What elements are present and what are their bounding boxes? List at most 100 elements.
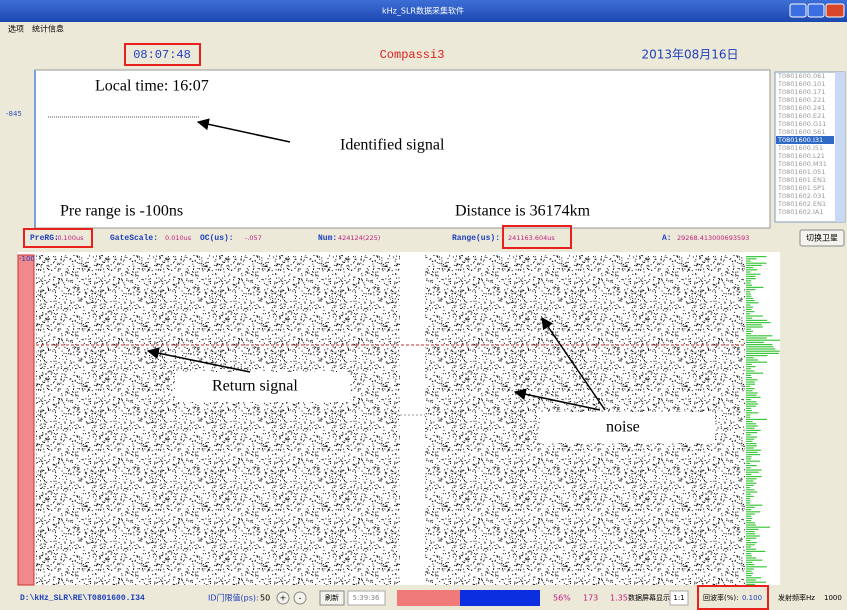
histogram-bar	[746, 515, 752, 517]
button-label[interactable]: 刷新	[325, 593, 339, 602]
scrollbar[interactable]	[835, 72, 845, 222]
histogram-bar	[746, 583, 755, 585]
histogram-bar	[746, 568, 754, 570]
histogram-bar	[746, 337, 767, 339]
histogram-bar	[746, 577, 762, 579]
button[interactable]	[799, 229, 845, 247]
file-item[interactable]: T0801600.M31	[777, 160, 827, 168]
annotation: Pre range is -100ns	[60, 203, 183, 220]
histogram-bar	[746, 542, 757, 544]
file-item[interactable]: T0801600.I51	[777, 144, 823, 152]
histogram-bar	[746, 275, 756, 277]
annotation: Identified signal	[340, 137, 445, 154]
value: 1:1	[673, 594, 684, 602]
histogram-bar	[746, 517, 753, 519]
file-item[interactable]: T0801601.EN1	[777, 176, 826, 184]
left-strip	[17, 254, 35, 586]
close-button[interactable]	[825, 3, 845, 18]
header	[0, 34, 847, 68]
histogram-bar	[746, 553, 751, 555]
button-label[interactable]: 切换卫星	[806, 233, 838, 243]
file-item[interactable]: T0801602.EN1	[777, 200, 826, 208]
histogram-bar	[746, 282, 751, 284]
file-item[interactable]: T0801600.L21	[777, 152, 825, 160]
window-title: kHz_SLR数据采集软件	[382, 6, 464, 16]
button[interactable]	[276, 591, 290, 605]
button[interactable]	[293, 591, 307, 605]
file-item[interactable]: T0801600.G11	[777, 120, 826, 128]
field-value: 424124(225)	[338, 234, 380, 242]
arrow	[513, 388, 601, 411]
histogram-bar	[746, 396, 761, 398]
file-item[interactable]: T0801602.031	[777, 192, 825, 200]
histogram-bar	[746, 315, 763, 317]
histogram-bar	[746, 278, 756, 280]
histogram-bar	[746, 414, 751, 416]
histogram-bar	[746, 341, 764, 343]
histogram-bar	[746, 509, 752, 511]
histogram-bar	[746, 286, 764, 288]
histogram-bar	[746, 293, 751, 295]
annotation: noise	[606, 419, 640, 436]
histogram-bar	[746, 416, 751, 418]
field[interactable]	[669, 590, 689, 606]
clock: 08:07:48	[133, 48, 191, 62]
histogram-bar	[746, 311, 755, 313]
histogram-bar	[746, 469, 762, 471]
minimize-button[interactable]	[789, 3, 807, 18]
histogram-bar	[746, 374, 752, 376]
button-label[interactable]: -	[299, 594, 302, 603]
file-item[interactable]: T0801600.221	[777, 96, 825, 104]
arrow	[146, 347, 251, 373]
histogram-bar	[746, 451, 758, 453]
histogram-bar	[746, 300, 755, 302]
file-item[interactable]: T0801600.241	[777, 104, 825, 112]
field-label: A:	[662, 234, 672, 243]
file-item[interactable]: T0801602.IA1	[777, 208, 823, 216]
button-label[interactable]: +	[280, 594, 287, 603]
file-item[interactable]: T0801600.S61	[777, 128, 825, 136]
button[interactable]	[319, 590, 345, 606]
histogram-bar	[746, 359, 758, 361]
file-item[interactable]: T0801600.171	[777, 88, 825, 96]
histogram-bar	[746, 407, 751, 409]
histogram-bar	[746, 319, 768, 321]
histogram-bar	[746, 304, 751, 306]
value: 173	[583, 594, 598, 603]
menu-item[interactable]: 选项	[8, 24, 24, 34]
histogram-bar	[746, 271, 751, 273]
maximize-button[interactable]	[807, 3, 825, 18]
annotation: Distance is 36174km	[455, 203, 591, 220]
histogram-bar	[746, 361, 767, 363]
histogram-bar	[746, 524, 756, 526]
file-item[interactable]: T0801600.E21	[777, 112, 825, 120]
file-item[interactable]: T0801600.061	[777, 72, 825, 80]
file-item[interactable]: T0801600.101	[777, 80, 825, 88]
histogram-bar	[746, 579, 756, 581]
histogram-bar	[746, 432, 758, 434]
file-list[interactable]	[774, 71, 846, 223]
value: 56%	[553, 594, 571, 603]
histogram-bar	[746, 383, 756, 385]
highlight-box	[697, 585, 769, 610]
histogram-bar	[746, 511, 761, 513]
histogram-bar	[746, 326, 763, 328]
histogram-bar	[746, 572, 754, 574]
file-item[interactable]: T0801601.051	[777, 168, 825, 176]
field-value: 0.010us	[165, 234, 192, 242]
histogram-bar	[746, 564, 755, 566]
label: ID门限值(ps):	[208, 593, 259, 603]
histogram-bar	[746, 346, 774, 348]
histogram-bar	[746, 465, 757, 467]
file-item[interactable]: T0801601.SP1	[777, 184, 825, 192]
histogram-bar	[746, 449, 762, 451]
histogram-bar	[746, 269, 758, 271]
file-item[interactable]: T0801600.I31	[777, 136, 823, 144]
histogram-bar	[746, 460, 761, 462]
histogram-bar	[746, 262, 767, 264]
field-label: PreRG:	[30, 234, 59, 243]
histogram-bar	[746, 333, 752, 335]
menu-item[interactable]: 统计信息	[32, 24, 64, 34]
histogram-bar	[746, 297, 754, 299]
